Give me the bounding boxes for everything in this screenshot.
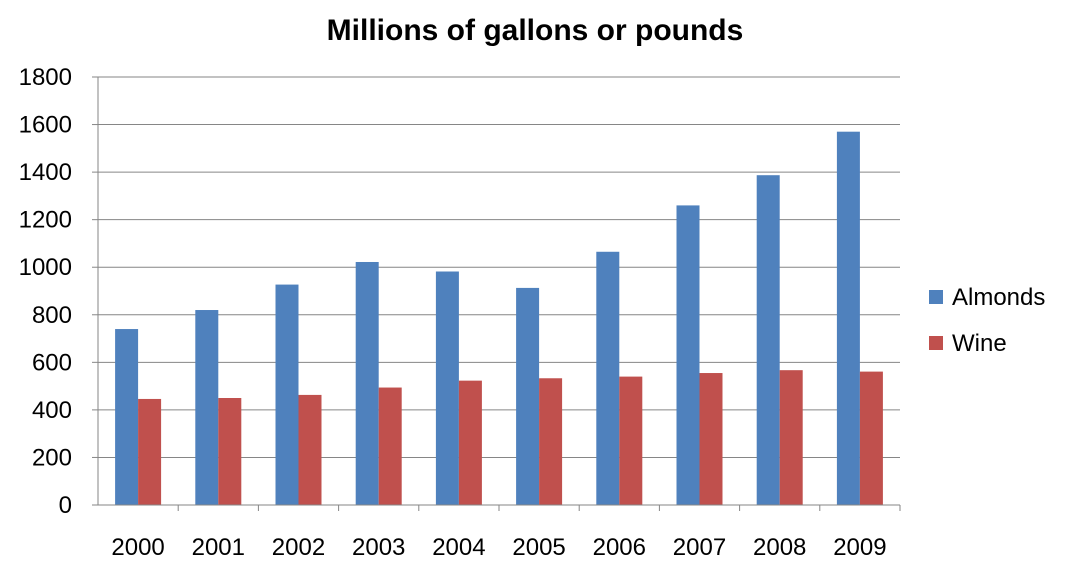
bar-almonds-2000 [115,329,139,505]
legend-swatch-wine [929,336,943,350]
bar-wine-2003 [378,387,402,505]
y-tick-label: 0 [59,492,72,519]
bar-wine-2009 [859,371,883,505]
bars [115,131,883,506]
bar-wine-2005 [539,378,563,505]
legend-label-almonds: Almonds [952,284,1045,311]
y-axis-ticks: 0 200 400 600 800 1000 1200 1400 1600 1800 [19,64,72,519]
bar-wine-2008 [779,370,803,505]
bar-wine-2002 [298,394,322,505]
axes [92,76,901,511]
bar-almonds-2006 [596,251,620,505]
bar-almonds-2005 [516,287,540,505]
y-tick-label: 1600 [19,112,72,139]
legend-label-wine: Wine [952,330,1007,357]
x-axis-ticks: 2000 2001 2002 2003 2004 2005 2006 2007 2008 2009 [111,534,886,561]
bar-almonds-2004 [435,271,459,505]
x-tick-label: 2004 [432,534,485,561]
chart-title: Millions of gallons or pounds [327,14,744,47]
x-tick-label: 2005 [512,534,565,561]
x-tick-label: 2008 [753,534,806,561]
x-tick-label: 2000 [111,534,164,561]
bar-wine-2001 [218,398,242,505]
x-tick-label: 2002 [272,534,325,561]
y-tick-label: 1000 [19,254,72,281]
bar-almonds-2009 [836,131,860,505]
x-tick-label: 2007 [673,534,726,561]
bar-wine-2006 [619,376,643,505]
legend-swatch-almonds [929,290,943,304]
y-tick-label: 200 [32,444,72,471]
x-tick-label: 2003 [352,534,405,561]
bar-almonds-2001 [195,310,219,505]
x-tick-label: 2006 [593,534,646,561]
bar-almonds-2007 [676,205,700,505]
bar-almonds-2002 [275,284,299,505]
bar-wine-2000 [138,398,162,505]
legend: Almonds Wine [929,284,1045,357]
y-tick-label: 1200 [19,207,72,234]
bar-wine-2007 [699,373,723,505]
y-tick-label: 1400 [19,159,72,186]
y-tick-label: 800 [32,302,72,329]
bar-almonds-2008 [756,175,780,506]
y-tick-label: 400 [32,397,72,424]
y-tick-label: 1800 [19,64,72,91]
x-tick-label: 2009 [833,534,886,561]
bar-wine-2004 [458,380,482,505]
x-tick-label: 2001 [192,534,245,561]
y-tick-label: 600 [32,349,72,376]
bar-almonds-2003 [355,261,379,505]
